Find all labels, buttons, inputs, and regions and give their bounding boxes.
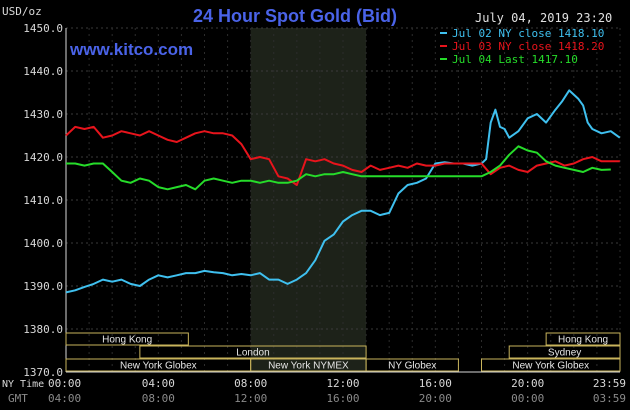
x-axis-ticks: 00:00 04:00 04:00 08:00 08:00 12:00 12:00 16:00… [48, 377, 626, 405]
legend-entry: Jul 02 NY close 1418.10 [452, 27, 604, 40]
y-axis-label: USD/oz [2, 5, 42, 18]
timestamp: July 04, 2019 23:20 [475, 11, 612, 25]
y-axis-ticks: 1450.0 1440.0 1430.0 1420.0 1410.0 1400.0 1390… [23, 22, 63, 379]
session-bar: London [139, 345, 367, 359]
y-tick-label: 1380.0 [23, 323, 63, 336]
x-tick-gmt: 04:00 [48, 392, 81, 405]
y-tick-label: 1400.0 [23, 237, 63, 250]
x-tick-gmt: 03:59 [593, 392, 626, 405]
x-tick-ny: 08:00 [234, 377, 267, 390]
series-line [66, 145, 611, 191]
x-tick-gmt: 12:00 [234, 392, 267, 405]
series-line [65, 125, 620, 186]
series-line [65, 89, 621, 294]
chart-grid [65, 27, 621, 373]
y-tick-label: 1440.0 [23, 65, 63, 78]
session-box [65, 332, 189, 346]
y-tick-label: 1450.0 [23, 22, 63, 35]
session-bar: NY Globex [365, 358, 459, 372]
session-label: NY Globex [388, 361, 436, 372]
website-label: www.kitco.com [69, 40, 193, 59]
x-tick-ny: 20:00 [511, 377, 544, 390]
session-box [139, 345, 367, 359]
session-label: Hong Kong [558, 335, 608, 346]
session-label: Sydney [548, 348, 581, 359]
session-bar: Sydney [508, 345, 621, 359]
gmt-label: GMT [8, 392, 28, 405]
session-label: New York NYMEX [268, 361, 349, 372]
session-bar: New York Globex [481, 358, 621, 372]
session-box [481, 358, 621, 372]
session-label: New York Globex [120, 361, 197, 372]
session-box [508, 345, 621, 359]
legend-entry: Jul 04 Last 1417.10 [452, 53, 578, 66]
x-tick-gmt: 00:00 [511, 392, 544, 405]
trading-sessions: Hong Kong Hong Kong London Sydney New York G… [65, 332, 621, 372]
chart-title: 24 Hour Spot Gold (Bid) [193, 6, 397, 26]
x-tick-ny: 04:00 [142, 377, 175, 390]
y-tick-label: 1370.0 [23, 366, 63, 379]
x-tick-gmt: 08:00 [142, 392, 175, 405]
x-tick-gmt: 16:00 [326, 392, 359, 405]
session-label: London [236, 348, 269, 359]
x-tick-ny: 12:00 [326, 377, 359, 390]
ny-time-label: NY Time [2, 379, 44, 390]
x-tick-gmt: 20:00 [419, 392, 452, 405]
y-tick-label: 1430.0 [23, 108, 63, 121]
x-tick-ny: 23:59 [593, 377, 626, 390]
y-tick-label: 1420.0 [23, 151, 63, 164]
y-tick-label: 1410.0 [23, 194, 63, 207]
session-label: New York Globex [512, 361, 589, 372]
legend-entry: Jul 03 NY close 1418.20 [452, 40, 604, 53]
session-box [365, 358, 459, 372]
x-tick-ny: 00:00 [48, 377, 81, 390]
series-lines [65, 89, 621, 294]
session-bar: Hong Kong [545, 332, 621, 346]
session-box [545, 332, 621, 346]
y-tick-label: 1390.0 [23, 280, 63, 293]
session-label: Hong Kong [102, 335, 152, 346]
x-tick-ny: 16:00 [419, 377, 452, 390]
session-bar: Hong Kong [65, 332, 189, 346]
